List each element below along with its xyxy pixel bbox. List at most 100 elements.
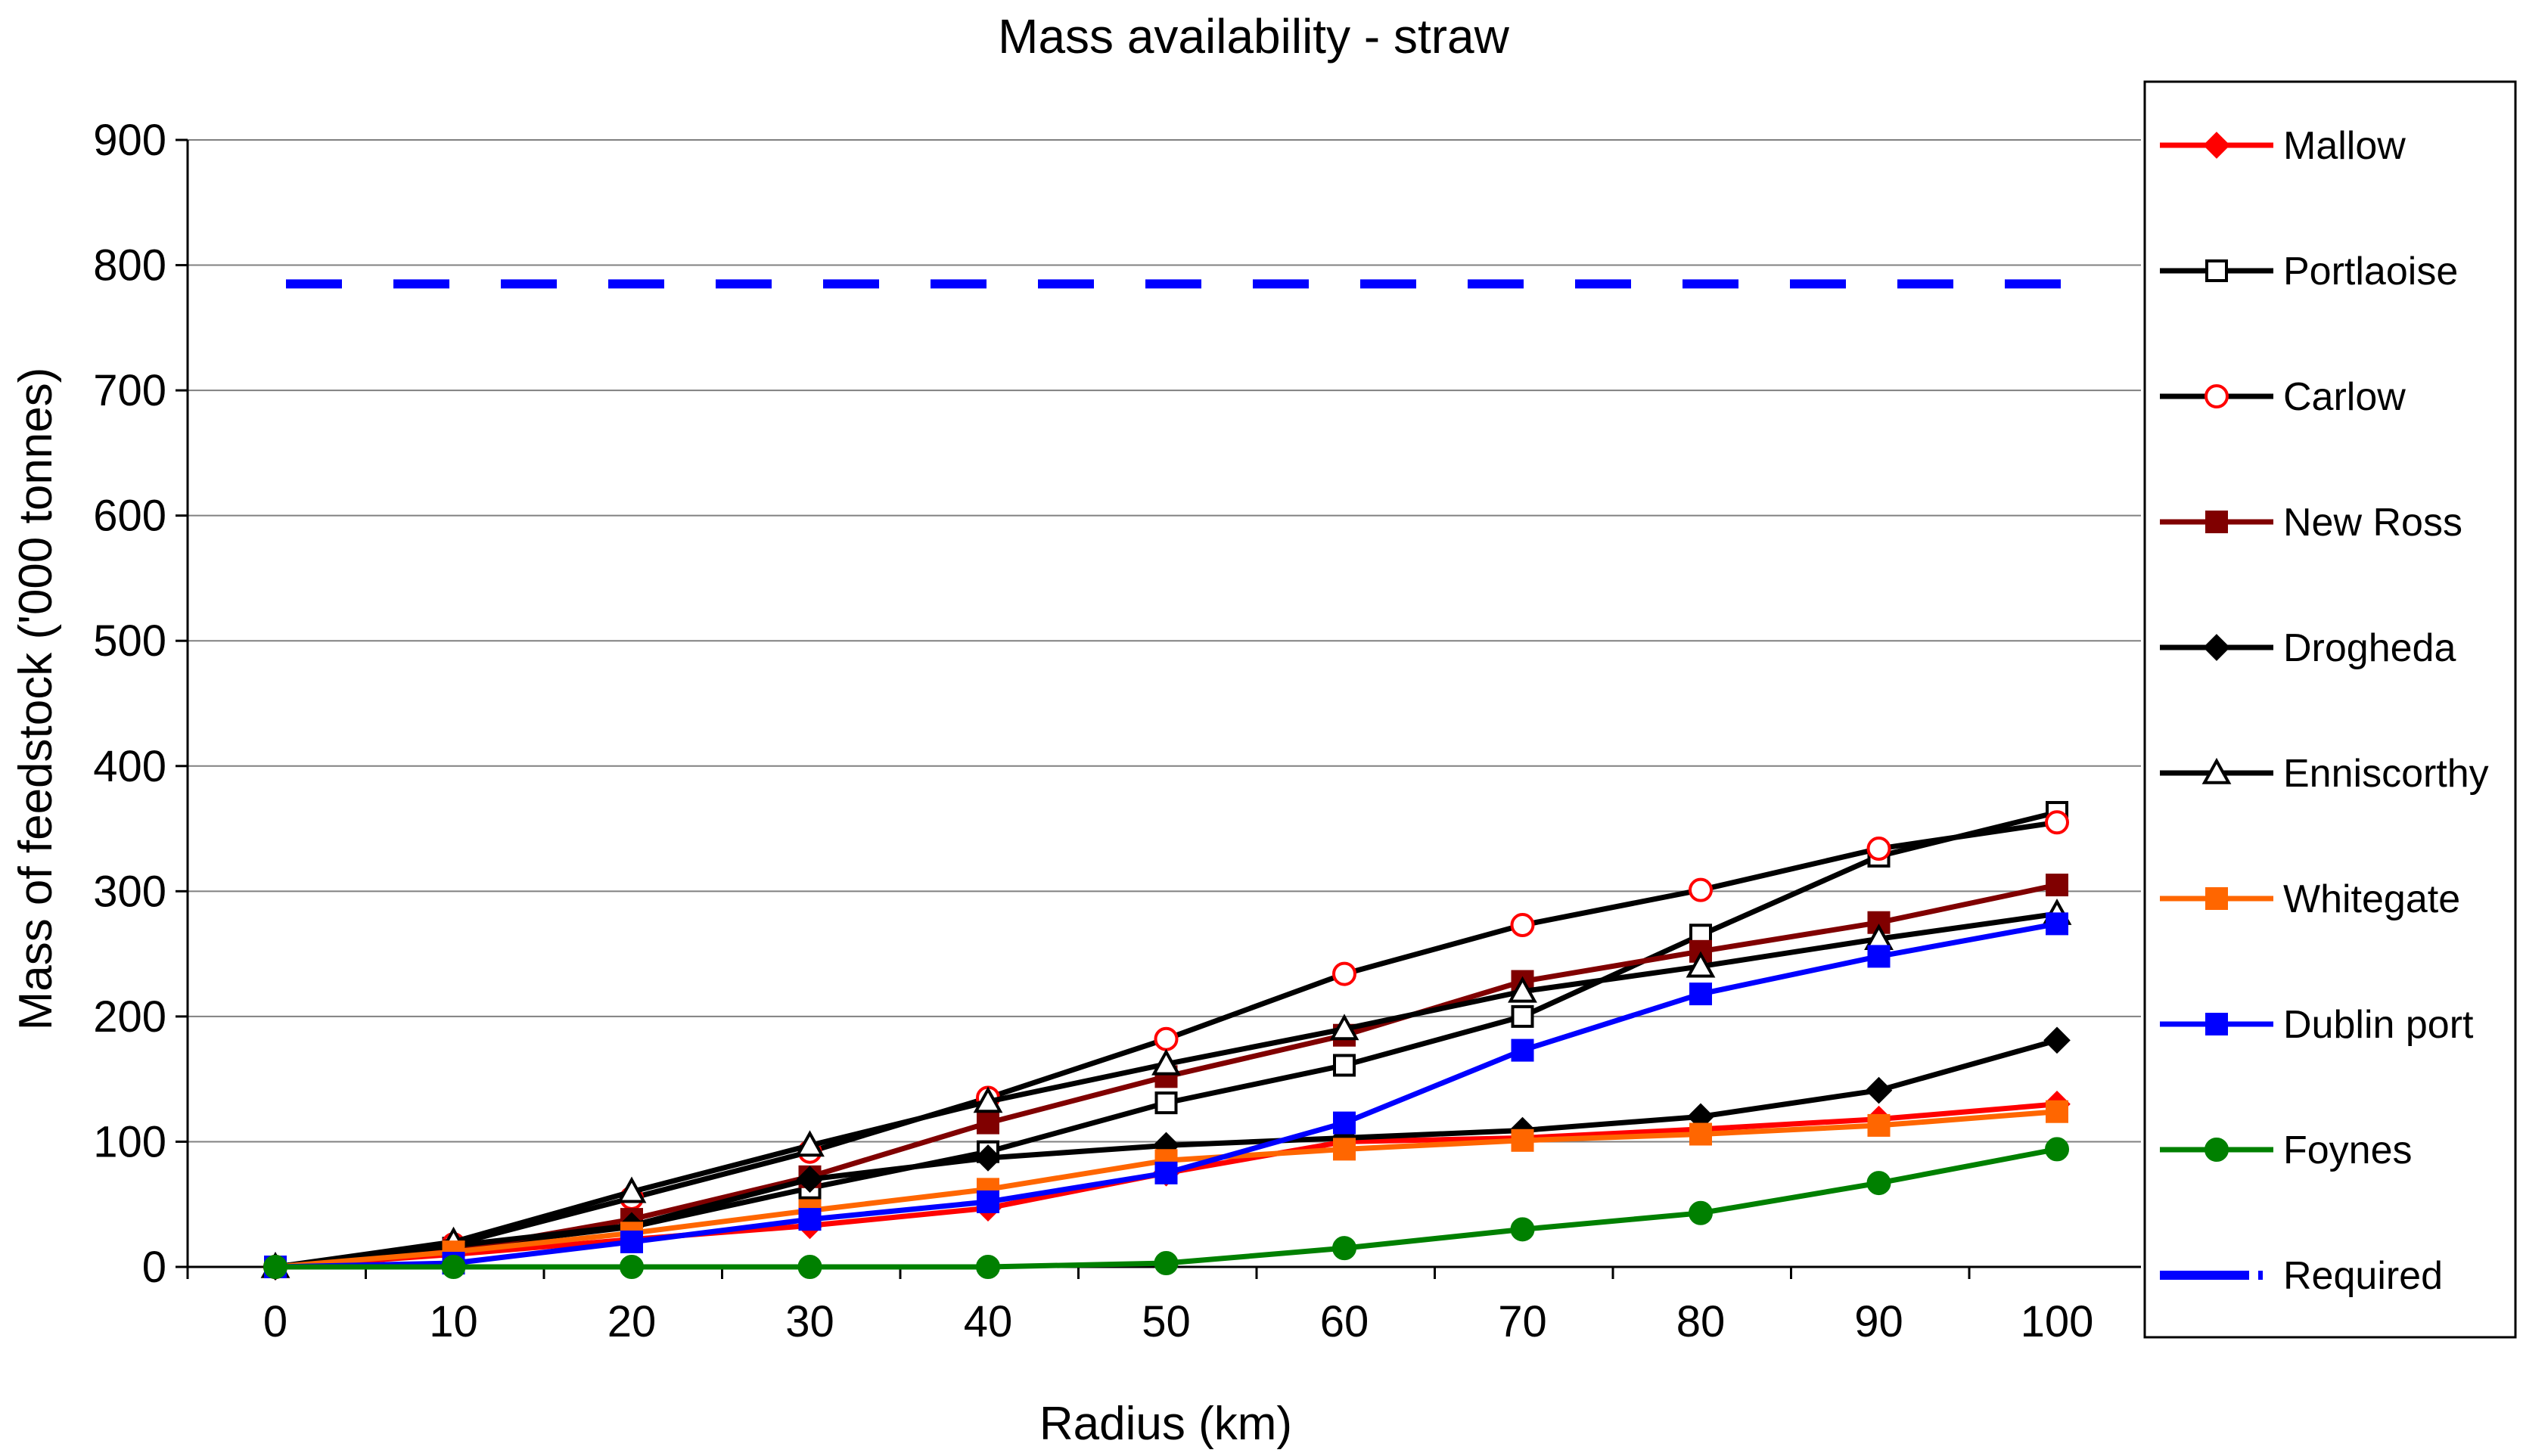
data-point-foynes-100 (2045, 1137, 2069, 1162)
data-point-carlow-90 (1866, 837, 1891, 861)
data-point-enniscorthy-70 (1508, 976, 1537, 1003)
legend-label-enniscorthy: Enniscorthy (2283, 752, 2489, 796)
data-point-carlow-60 (1332, 961, 1356, 986)
data-point-carlow-50 (1154, 1026, 1179, 1051)
y-tick-label-700: 700 (93, 366, 166, 415)
legend-item-dublin-port: Dublin port (2160, 1003, 2474, 1047)
data-point-portlaoise-60 (1333, 1054, 1356, 1077)
data-point-whitegate-100 (2046, 1100, 2068, 1123)
data-point-foynes-30 (797, 1255, 822, 1279)
legend-label-new-ross: New Ross (2283, 501, 2462, 545)
legend-marker-foynes (2205, 1138, 2229, 1162)
legend-label-required: Required (2283, 1254, 2443, 1298)
data-point-whitegate-60 (1333, 1138, 1356, 1161)
x-axis-title: Radius (km) (1039, 1398, 1292, 1450)
legend-item-enniscorthy: Enniscorthy (2160, 752, 2489, 796)
legend-marker-carlow (2205, 384, 2229, 408)
legend-marker-whitegate (2205, 887, 2228, 910)
legend-label-portlaoise: Portlaoise (2283, 250, 2458, 293)
x-tick-label-50: 50 (1142, 1297, 1191, 1346)
gridlines (188, 139, 2141, 1143)
x-tick-label-70: 70 (1498, 1297, 1547, 1346)
data-point-drogheda-90 (1865, 1076, 1893, 1104)
x-tick-label-0: 0 (263, 1297, 287, 1346)
x-tick-label-80: 80 (1676, 1297, 1726, 1346)
data-point-whitegate-80 (1689, 1122, 1712, 1146)
legend-item-new-ross: New Ross (2160, 501, 2462, 545)
legend-label-carlow: Carlow (2283, 375, 2406, 419)
data-point-foynes-90 (1866, 1171, 1891, 1196)
data-point-dublin-port-20 (620, 1230, 643, 1253)
y-tick-label-400: 400 (93, 742, 166, 791)
data-point-dublin-port-90 (1867, 945, 1891, 968)
data-point-foynes-70 (1510, 1217, 1535, 1242)
x-tick-label-60: 60 (1320, 1297, 1369, 1346)
data-point-drogheda-30 (796, 1166, 824, 1193)
data-point-dublin-port-100 (2046, 912, 2068, 936)
legend-item-drogheda: Drogheda (2160, 626, 2456, 670)
x-tick-label-20: 20 (607, 1297, 657, 1346)
data-point-dublin-port-80 (1689, 983, 1712, 1006)
data-point-enniscorthy-20 (617, 1176, 647, 1203)
legend-item-required: Required (2160, 1254, 2443, 1298)
data-point-enniscorthy-80 (1686, 951, 1716, 978)
data-point-foynes-50 (1154, 1251, 1179, 1276)
data-point-portlaoise-70 (1511, 1004, 1534, 1028)
legend: Mallow Portlaoise Carlow New Ross Drogheda En… (2143, 80, 2517, 1339)
data-point-new-ross-100 (2046, 874, 2068, 897)
y-tick-label-800: 800 (93, 241, 166, 290)
x-tick-label-100: 100 (2021, 1297, 2094, 1346)
legend-marker-portlaoise (2205, 259, 2228, 282)
data-point-drogheda-100 (2043, 1026, 2071, 1054)
legend-item-carlow: Carlow (2160, 375, 2406, 419)
data-point-dublin-port-30 (798, 1208, 822, 1231)
x-tick-label-10: 10 (429, 1297, 478, 1346)
legend-box (2143, 80, 2517, 1339)
legend-item-whitegate: Whitegate (2160, 877, 2460, 921)
data-point-foynes-20 (620, 1255, 644, 1279)
legend-label-drogheda: Drogheda (2283, 626, 2456, 670)
data-point-drogheda-40 (974, 1144, 1002, 1172)
data-point-foynes-80 (1689, 1200, 1713, 1225)
legend-marker-dublin-port (2205, 1013, 2228, 1035)
legend-marker-new-ross (2205, 511, 2228, 533)
data-point-enniscorthy-50 (1151, 1048, 1181, 1076)
legend-marker-mallow (2203, 132, 2230, 159)
x-tick-label-40: 40 (964, 1297, 1013, 1346)
data-point-foynes-10 (441, 1255, 466, 1279)
legend-marker-enniscorthy (2201, 757, 2232, 784)
data-point-dublin-port-40 (977, 1190, 999, 1213)
data-point-enniscorthy-30 (795, 1130, 825, 1157)
data-point-new-ross-40 (977, 1111, 999, 1135)
data-point-carlow-80 (1689, 877, 1713, 902)
y-tick-label-500: 500 (93, 616, 166, 666)
data-point-enniscorthy-40 (973, 1086, 1003, 1113)
legend-label-foynes: Foynes (2283, 1128, 2413, 1172)
legend-label-whitegate: Whitegate (2283, 877, 2460, 921)
y-tick-label-600: 600 (93, 492, 166, 541)
data-point-dublin-port-50 (1154, 1161, 1178, 1184)
x-tick-label-30: 30 (785, 1297, 834, 1346)
data-point-whitegate-90 (1867, 1113, 1891, 1137)
data-point-foynes-0 (263, 1255, 287, 1279)
x-tick-label-90: 90 (1854, 1297, 1903, 1346)
data-point-whitegate-70 (1511, 1128, 1534, 1152)
data-point-foynes-60 (1332, 1236, 1356, 1261)
chart-title: Mass availability - straw (998, 9, 1510, 64)
legend-label-mallow: Mallow (2283, 124, 2406, 168)
data-point-foynes-40 (976, 1255, 1000, 1279)
data-point-carlow-70 (1510, 913, 1535, 938)
data-point-carlow-100 (2045, 810, 2069, 835)
y-axis-title: Mass of feedstock ('000 tonnes) (10, 368, 62, 1031)
legend-marker-drogheda (2203, 634, 2230, 661)
legend-item-foynes: Foynes (2160, 1128, 2413, 1172)
data-point-portlaoise-50 (1154, 1091, 1178, 1115)
y-tick-label-900: 900 (93, 116, 166, 165)
legend-item-portlaoise: Portlaoise (2160, 250, 2458, 293)
legend-item-mallow: Mallow (2160, 124, 2406, 168)
y-tick-label-100: 100 (93, 1117, 166, 1166)
y-tick-label-300: 300 (93, 867, 166, 916)
